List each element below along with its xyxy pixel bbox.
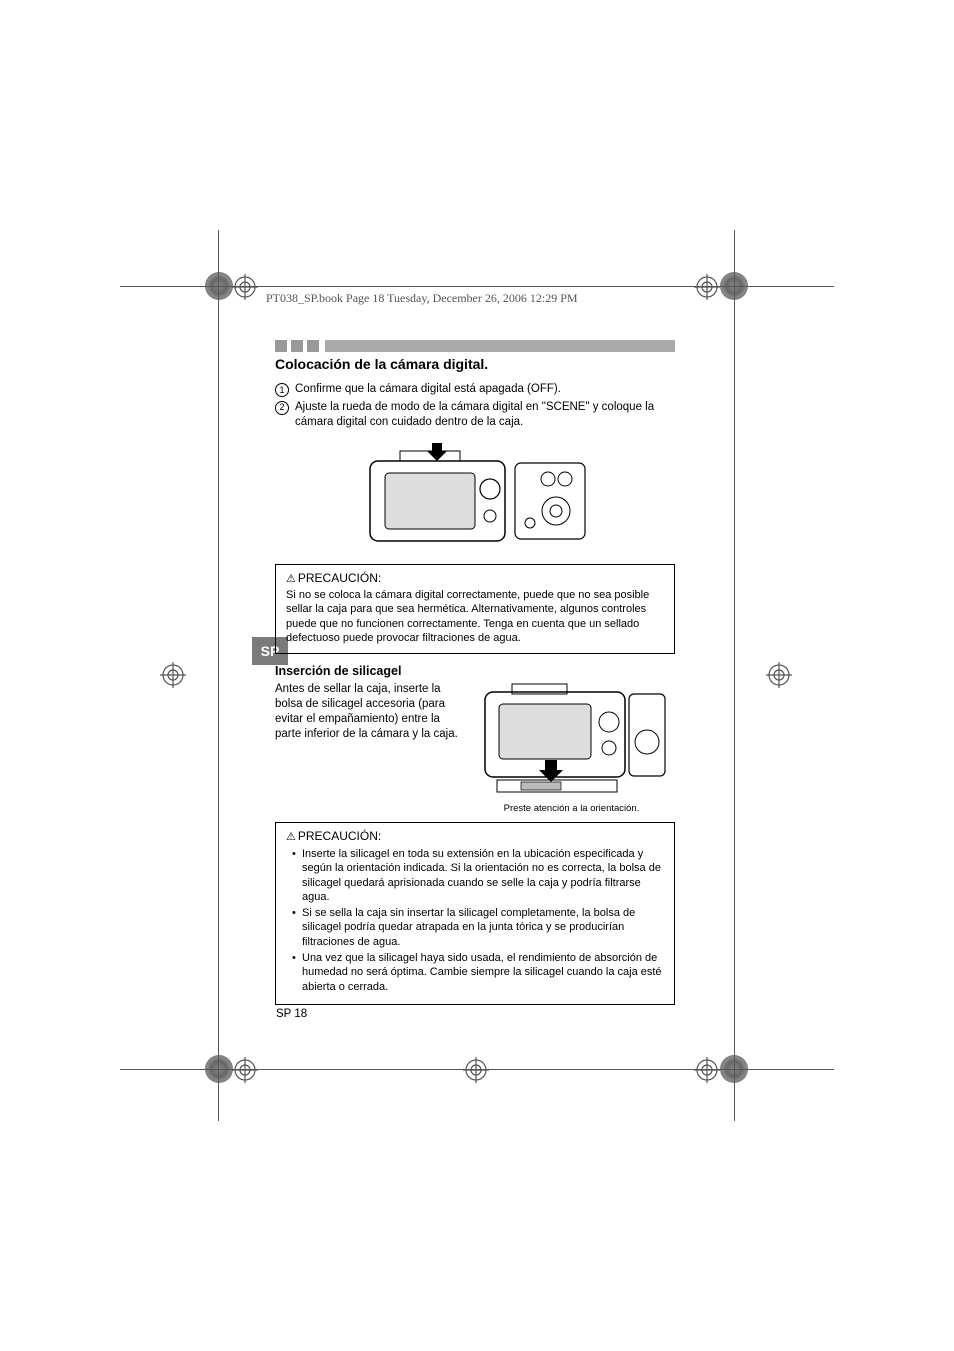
warning-triangle-icon: ⚠	[286, 572, 296, 586]
caution-heading: ⚠PRECAUCIÓN:	[286, 829, 664, 845]
silicagel-figure: Preste atención a la orientación.	[468, 682, 675, 814]
silicagel-text: Antes de sellar la caja, inserte la bols…	[275, 682, 460, 742]
silicagel-row: Antes de sellar la caja, inserte la bols…	[275, 682, 675, 814]
registration-target-icon	[766, 662, 792, 688]
crop-line-v	[734, 230, 735, 1121]
crop-line-h	[120, 286, 834, 287]
caution-bullet: Si se sella la caja sin insertar la sili…	[292, 906, 664, 949]
registration-target-icon	[160, 662, 186, 688]
registration-target-icon	[463, 1057, 489, 1083]
step-text: Ajuste la rueda de modo de la cámara dig…	[295, 400, 675, 431]
step-number-icon: 1	[275, 383, 289, 397]
registration-target-icon	[694, 274, 720, 300]
caution-bullet-list: Inserte la silicagel en toda su extensió…	[286, 847, 664, 994]
registration-target-icon	[232, 1057, 258, 1083]
caution-label: PRECAUCIÓN:	[298, 571, 381, 585]
caution-bullet: Inserte la silicagel en toda su extensió…	[292, 847, 664, 904]
figure-caption: Preste atención a la orientación.	[468, 803, 675, 814]
caution-label: PRECAUCIÓN:	[298, 829, 381, 843]
step-text: Confirme que la cámara digital está apag…	[295, 382, 561, 398]
subsection-title: Inserción de silicagel	[275, 664, 675, 678]
caution-box: ⚠PRECAUCIÓN: Si no se coloca la cámara d…	[275, 564, 675, 655]
page-content: Colocación de la cámara digital. 1 Confi…	[275, 340, 675, 1005]
warning-triangle-icon: ⚠	[286, 830, 296, 844]
step-item: 2 Ajuste la rueda de modo de la cámara d…	[275, 400, 675, 431]
caution-text: Si no se coloca la cámara digital correc…	[286, 588, 664, 645]
caution-bullet: Una vez que la silicagel haya sido usada…	[292, 951, 664, 994]
caution-heading: ⚠PRECAUCIÓN:	[286, 571, 664, 587]
header-filename: PT038_SP.book Page 18 Tuesday, December …	[266, 291, 578, 306]
camera-insertion-figure	[275, 441, 675, 554]
section-title: Colocación de la cámara digital.	[275, 356, 675, 372]
page-number: SP 18	[276, 1008, 307, 1020]
registration-target-icon	[232, 274, 258, 300]
caution-box: ⚠PRECAUCIÓN: Inserte la silicagel en tod…	[275, 822, 675, 1005]
heading-decoration	[275, 340, 675, 352]
step-number-icon: 2	[275, 401, 289, 415]
registration-target-icon	[694, 1057, 720, 1083]
crop-line-v	[218, 230, 219, 1121]
step-item: 1 Confirme que la cámara digital está ap…	[275, 382, 675, 398]
